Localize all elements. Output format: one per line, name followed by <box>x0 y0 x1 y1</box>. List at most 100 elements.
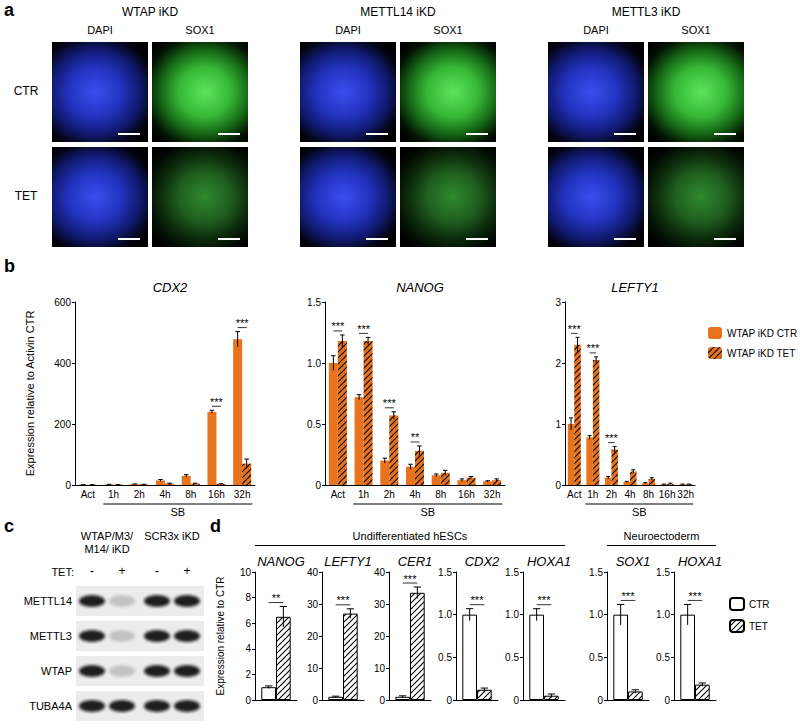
svg-text:0: 0 <box>65 480 71 491</box>
svg-text:***: *** <box>568 323 582 335</box>
svg-text:**: ** <box>411 431 420 443</box>
svg-text:3: 3 <box>555 297 561 308</box>
svg-text:200: 200 <box>54 419 71 430</box>
svg-text:1h: 1h <box>358 489 369 500</box>
svg-text:1.0: 1.0 <box>505 609 519 620</box>
svg-text:10: 10 <box>374 663 386 674</box>
svg-text:Expression relative to CTR: Expression relative to CTR <box>215 577 226 696</box>
svg-text:8h: 8h <box>435 489 446 500</box>
svg-text:1h: 1h <box>108 489 119 500</box>
svg-text:0: 0 <box>245 695 251 706</box>
svg-text:***: *** <box>331 320 345 332</box>
svg-text:***: *** <box>586 342 600 354</box>
svg-text:***: *** <box>404 573 418 585</box>
svg-text:1.0: 1.0 <box>589 609 603 620</box>
svg-text:Act: Act <box>81 489 96 500</box>
svg-text:10: 10 <box>307 663 319 674</box>
svg-text:***: *** <box>236 317 250 329</box>
svg-text:10: 10 <box>240 567 252 578</box>
svg-text:WTAP iKD CTR: WTAP iKD CTR <box>727 328 797 339</box>
svg-text:2: 2 <box>555 358 561 369</box>
svg-text:32h: 32h <box>677 489 694 500</box>
svg-text:4h: 4h <box>159 489 170 500</box>
svg-text:0.5: 0.5 <box>505 652 519 663</box>
svg-text:WTAP iKD TET: WTAP iKD TET <box>727 348 795 359</box>
svg-text:1.0: 1.0 <box>307 358 321 369</box>
svg-text:2h: 2h <box>606 489 617 500</box>
svg-text:0: 0 <box>446 695 452 706</box>
svg-text:1.5: 1.5 <box>589 567 603 578</box>
svg-text:***: *** <box>689 590 703 602</box>
svg-text:2: 2 <box>245 669 251 680</box>
svg-text:***: *** <box>337 594 351 606</box>
svg-text:0.5: 0.5 <box>307 419 321 430</box>
svg-text:4h: 4h <box>624 489 635 500</box>
svg-text:SB: SB <box>632 506 647 518</box>
svg-text:0: 0 <box>664 695 670 706</box>
svg-text:1: 1 <box>555 419 561 430</box>
svg-text:NANOG: NANOG <box>396 280 444 295</box>
svg-text:1.5: 1.5 <box>656 567 670 578</box>
svg-text:8h: 8h <box>643 489 654 500</box>
svg-text:20: 20 <box>307 631 319 642</box>
svg-text:TET: TET <box>749 621 768 632</box>
svg-text:Act: Act <box>331 489 346 500</box>
svg-text:0: 0 <box>379 695 385 706</box>
svg-text:***: *** <box>210 396 224 408</box>
svg-text:SB: SB <box>421 506 436 518</box>
svg-text:HOXA1: HOXA1 <box>527 554 571 569</box>
svg-text:LEFTY1: LEFTY1 <box>324 554 372 569</box>
svg-text:0.5: 0.5 <box>438 652 452 663</box>
svg-text:1.0: 1.0 <box>438 609 452 620</box>
svg-text:30: 30 <box>307 599 319 610</box>
svg-text:40: 40 <box>374 567 386 578</box>
svg-text:0: 0 <box>555 480 561 491</box>
svg-text:LEFTY1: LEFTY1 <box>611 280 659 295</box>
svg-text:**: ** <box>272 592 281 604</box>
svg-text:1.0: 1.0 <box>656 609 670 620</box>
svg-text:CER1: CER1 <box>398 554 433 569</box>
svg-text:16h: 16h <box>208 489 225 500</box>
svg-text:0.5: 0.5 <box>656 652 670 663</box>
svg-text:4h: 4h <box>409 489 420 500</box>
svg-text:30: 30 <box>374 599 386 610</box>
svg-text:8: 8 <box>245 592 251 603</box>
svg-text:0: 0 <box>315 480 321 491</box>
svg-text:16h: 16h <box>458 489 475 500</box>
svg-text:1h: 1h <box>587 489 598 500</box>
svg-text:1.5: 1.5 <box>438 567 452 578</box>
svg-text:SB: SB <box>171 506 186 518</box>
svg-text:CTR: CTR <box>749 599 770 610</box>
svg-text:600: 600 <box>54 297 71 308</box>
svg-text:0: 0 <box>597 695 603 706</box>
svg-text:32h: 32h <box>484 489 501 500</box>
svg-text:NANOG: NANOG <box>257 554 305 569</box>
svg-text:***: *** <box>622 590 636 602</box>
svg-text:2h: 2h <box>384 489 395 500</box>
svg-text:HOXA1: HOXA1 <box>678 554 722 569</box>
svg-text:1.5: 1.5 <box>505 567 519 578</box>
svg-text:16h: 16h <box>659 489 676 500</box>
svg-text:0.5: 0.5 <box>589 652 603 663</box>
svg-text:8h: 8h <box>185 489 196 500</box>
svg-text:***: *** <box>357 323 371 335</box>
svg-text:***: *** <box>605 432 619 444</box>
svg-text:Act: Act <box>567 489 582 500</box>
svg-text:2h: 2h <box>134 489 145 500</box>
svg-text:400: 400 <box>54 358 71 369</box>
svg-text:1.5: 1.5 <box>307 297 321 308</box>
svg-text:SOX1: SOX1 <box>616 554 651 569</box>
svg-text:6: 6 <box>245 618 251 629</box>
svg-text:***: *** <box>383 397 397 409</box>
svg-text:CDX2: CDX2 <box>465 554 500 569</box>
svg-text:***: *** <box>471 594 485 606</box>
svg-text:0: 0 <box>312 695 318 706</box>
svg-text:32h: 32h <box>234 489 251 500</box>
svg-text:20: 20 <box>374 631 386 642</box>
svg-text:4: 4 <box>245 643 251 654</box>
svg-text:40: 40 <box>307 567 319 578</box>
svg-text:CDX2: CDX2 <box>153 280 188 295</box>
svg-text:Expression relative to Activin: Expression relative to Activin CTR <box>24 311 36 477</box>
svg-text:0: 0 <box>513 695 519 706</box>
svg-text:***: *** <box>538 594 552 606</box>
